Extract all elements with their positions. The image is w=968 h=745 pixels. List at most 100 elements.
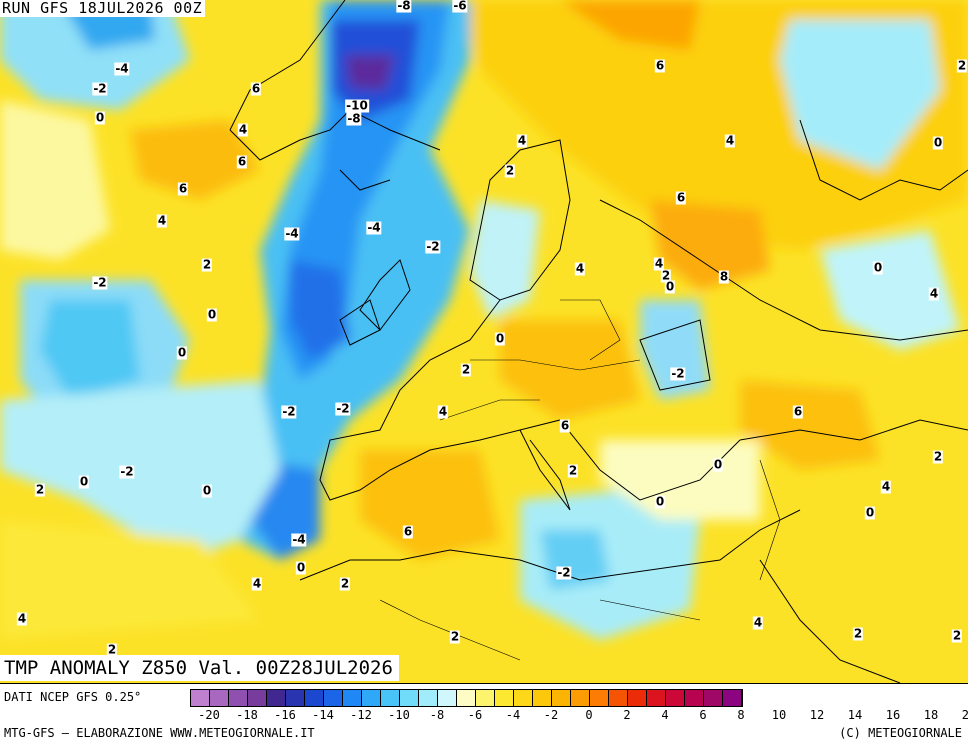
contour-label: 4 [653, 256, 665, 271]
contour-label: -2 [281, 404, 297, 419]
color-scale [190, 689, 743, 707]
color-swatch [210, 690, 229, 706]
contour-label: 2 [956, 58, 968, 73]
color-swatch [286, 690, 305, 706]
contour-label: 2 [460, 362, 472, 377]
scale-tick-label: 16 [885, 708, 901, 722]
contour-label: 0 [206, 307, 218, 322]
scale-tick-label: -6 [467, 708, 483, 722]
contour-label: 6 [792, 404, 804, 419]
color-swatch [571, 690, 590, 706]
color-swatch [381, 690, 400, 706]
contour-label: -2 [670, 366, 686, 381]
scale-tick-label: -18 [236, 708, 258, 722]
contour-label: 2 [201, 257, 213, 272]
temperature-anomaly-map: -8 -6 -4 -2 0 6 4 6 6 4 2 -10 -8 -4 -4 -2 -2 0 0 6 4 4 2 6 4 4 2 0 8… [0, 0, 968, 683]
color-swatch [324, 690, 343, 706]
contour-label: 4 [928, 286, 940, 301]
scale-tick-label: -20 [198, 708, 220, 722]
contour-label: 0 [664, 279, 676, 294]
contour-label: 0 [932, 135, 944, 150]
color-swatch [666, 690, 685, 706]
color-swatch [400, 690, 419, 706]
contour-label: -8 [346, 111, 362, 126]
scale-tick-label: 2 [623, 708, 631, 722]
contour-label: 0 [494, 331, 506, 346]
contour-label: 2 [951, 628, 963, 643]
contour-label: 2 [504, 163, 516, 178]
contour-label: 4 [16, 611, 28, 626]
run-title: RUN GFS 18JUL2026 00Z [0, 0, 206, 17]
color-swatch [305, 690, 324, 706]
scale-tick-label: -8 [429, 708, 445, 722]
color-swatch [267, 690, 286, 706]
contour-label: -10 [345, 98, 369, 113]
contour-label: 0 [78, 474, 90, 489]
contour-label: 0 [712, 457, 724, 472]
scale-tick-label: -16 [274, 708, 296, 722]
color-swatch [685, 690, 704, 706]
color-scale-ticks: -20 -18 -16 -14 -12 -10 -8 -6 -4 -2 0 2 4 6 8 10 12 14 16 1… [190, 708, 968, 722]
scale-tick-label: -12 [350, 708, 372, 722]
scale-tick-label: 10 [771, 708, 787, 722]
contour-label: 6 [250, 81, 262, 96]
contour-label: -2 [92, 275, 108, 290]
scale-tick-label: -4 [505, 708, 521, 722]
color-swatch [628, 690, 647, 706]
color-swatch [723, 690, 742, 706]
color-swatch [362, 690, 381, 706]
color-swatch [495, 690, 514, 706]
color-swatch [533, 690, 552, 706]
scale-tick-label: 14 [847, 708, 863, 722]
color-swatch [343, 690, 362, 706]
contour-label: 4 [156, 213, 168, 228]
contour-label: 6 [402, 524, 414, 539]
scale-tick-label: 12 [809, 708, 825, 722]
contour-label: -4 [114, 61, 130, 76]
scale-tick-label: 8 [737, 708, 745, 722]
contour-label: 2 [852, 626, 864, 641]
color-swatch [438, 690, 457, 706]
contour-label: 4 [724, 133, 736, 148]
color-swatch [514, 690, 533, 706]
anomaly-shading [0, 0, 968, 640]
contour-label: 2 [567, 463, 579, 478]
color-swatch [229, 690, 248, 706]
contour-label: -4 [366, 220, 382, 235]
scale-tick-label: 0 [585, 708, 593, 722]
contour-label: -2 [335, 401, 351, 416]
contour-label: 0 [176, 345, 188, 360]
valid-time-title: TMP ANOMALY Z850 Val. 00Z28JUL2026 [0, 655, 399, 681]
contour-label: 0 [94, 110, 106, 125]
color-swatch [457, 690, 476, 706]
scale-tick-label: 4 [661, 708, 669, 722]
color-swatch [419, 690, 438, 706]
contour-label: 4 [237, 122, 249, 137]
scale-tick-label: -2 [543, 708, 559, 722]
contour-label: 4 [574, 261, 586, 276]
contour-label: 4 [437, 404, 449, 419]
scale-tick-label: -10 [388, 708, 410, 722]
scale-tick-label: 6 [699, 708, 707, 722]
data-source-label: DATI NCEP GFS 0.25° [4, 690, 142, 704]
contour-label: -4 [284, 226, 300, 241]
contour-label: 6 [559, 418, 571, 433]
contour-label: 2 [660, 268, 672, 283]
credit-right: (C) METEOGIORNALE [839, 726, 962, 740]
color-swatch [590, 690, 609, 706]
contour-label: -2 [556, 565, 572, 580]
color-swatch [609, 690, 628, 706]
contour-label: 4 [516, 133, 528, 148]
coastlines [229, 0, 968, 683]
contour-label: 0 [654, 494, 666, 509]
contour-label: 4 [880, 479, 892, 494]
contour-label: 2 [106, 642, 118, 657]
color-swatch [191, 690, 210, 706]
color-swatch [476, 690, 495, 706]
contour-label: 0 [295, 560, 307, 575]
contour-label: -8 [396, 0, 412, 13]
contour-label: 4 [251, 576, 263, 591]
color-swatch [704, 690, 723, 706]
scale-tick-label: -14 [312, 708, 334, 722]
